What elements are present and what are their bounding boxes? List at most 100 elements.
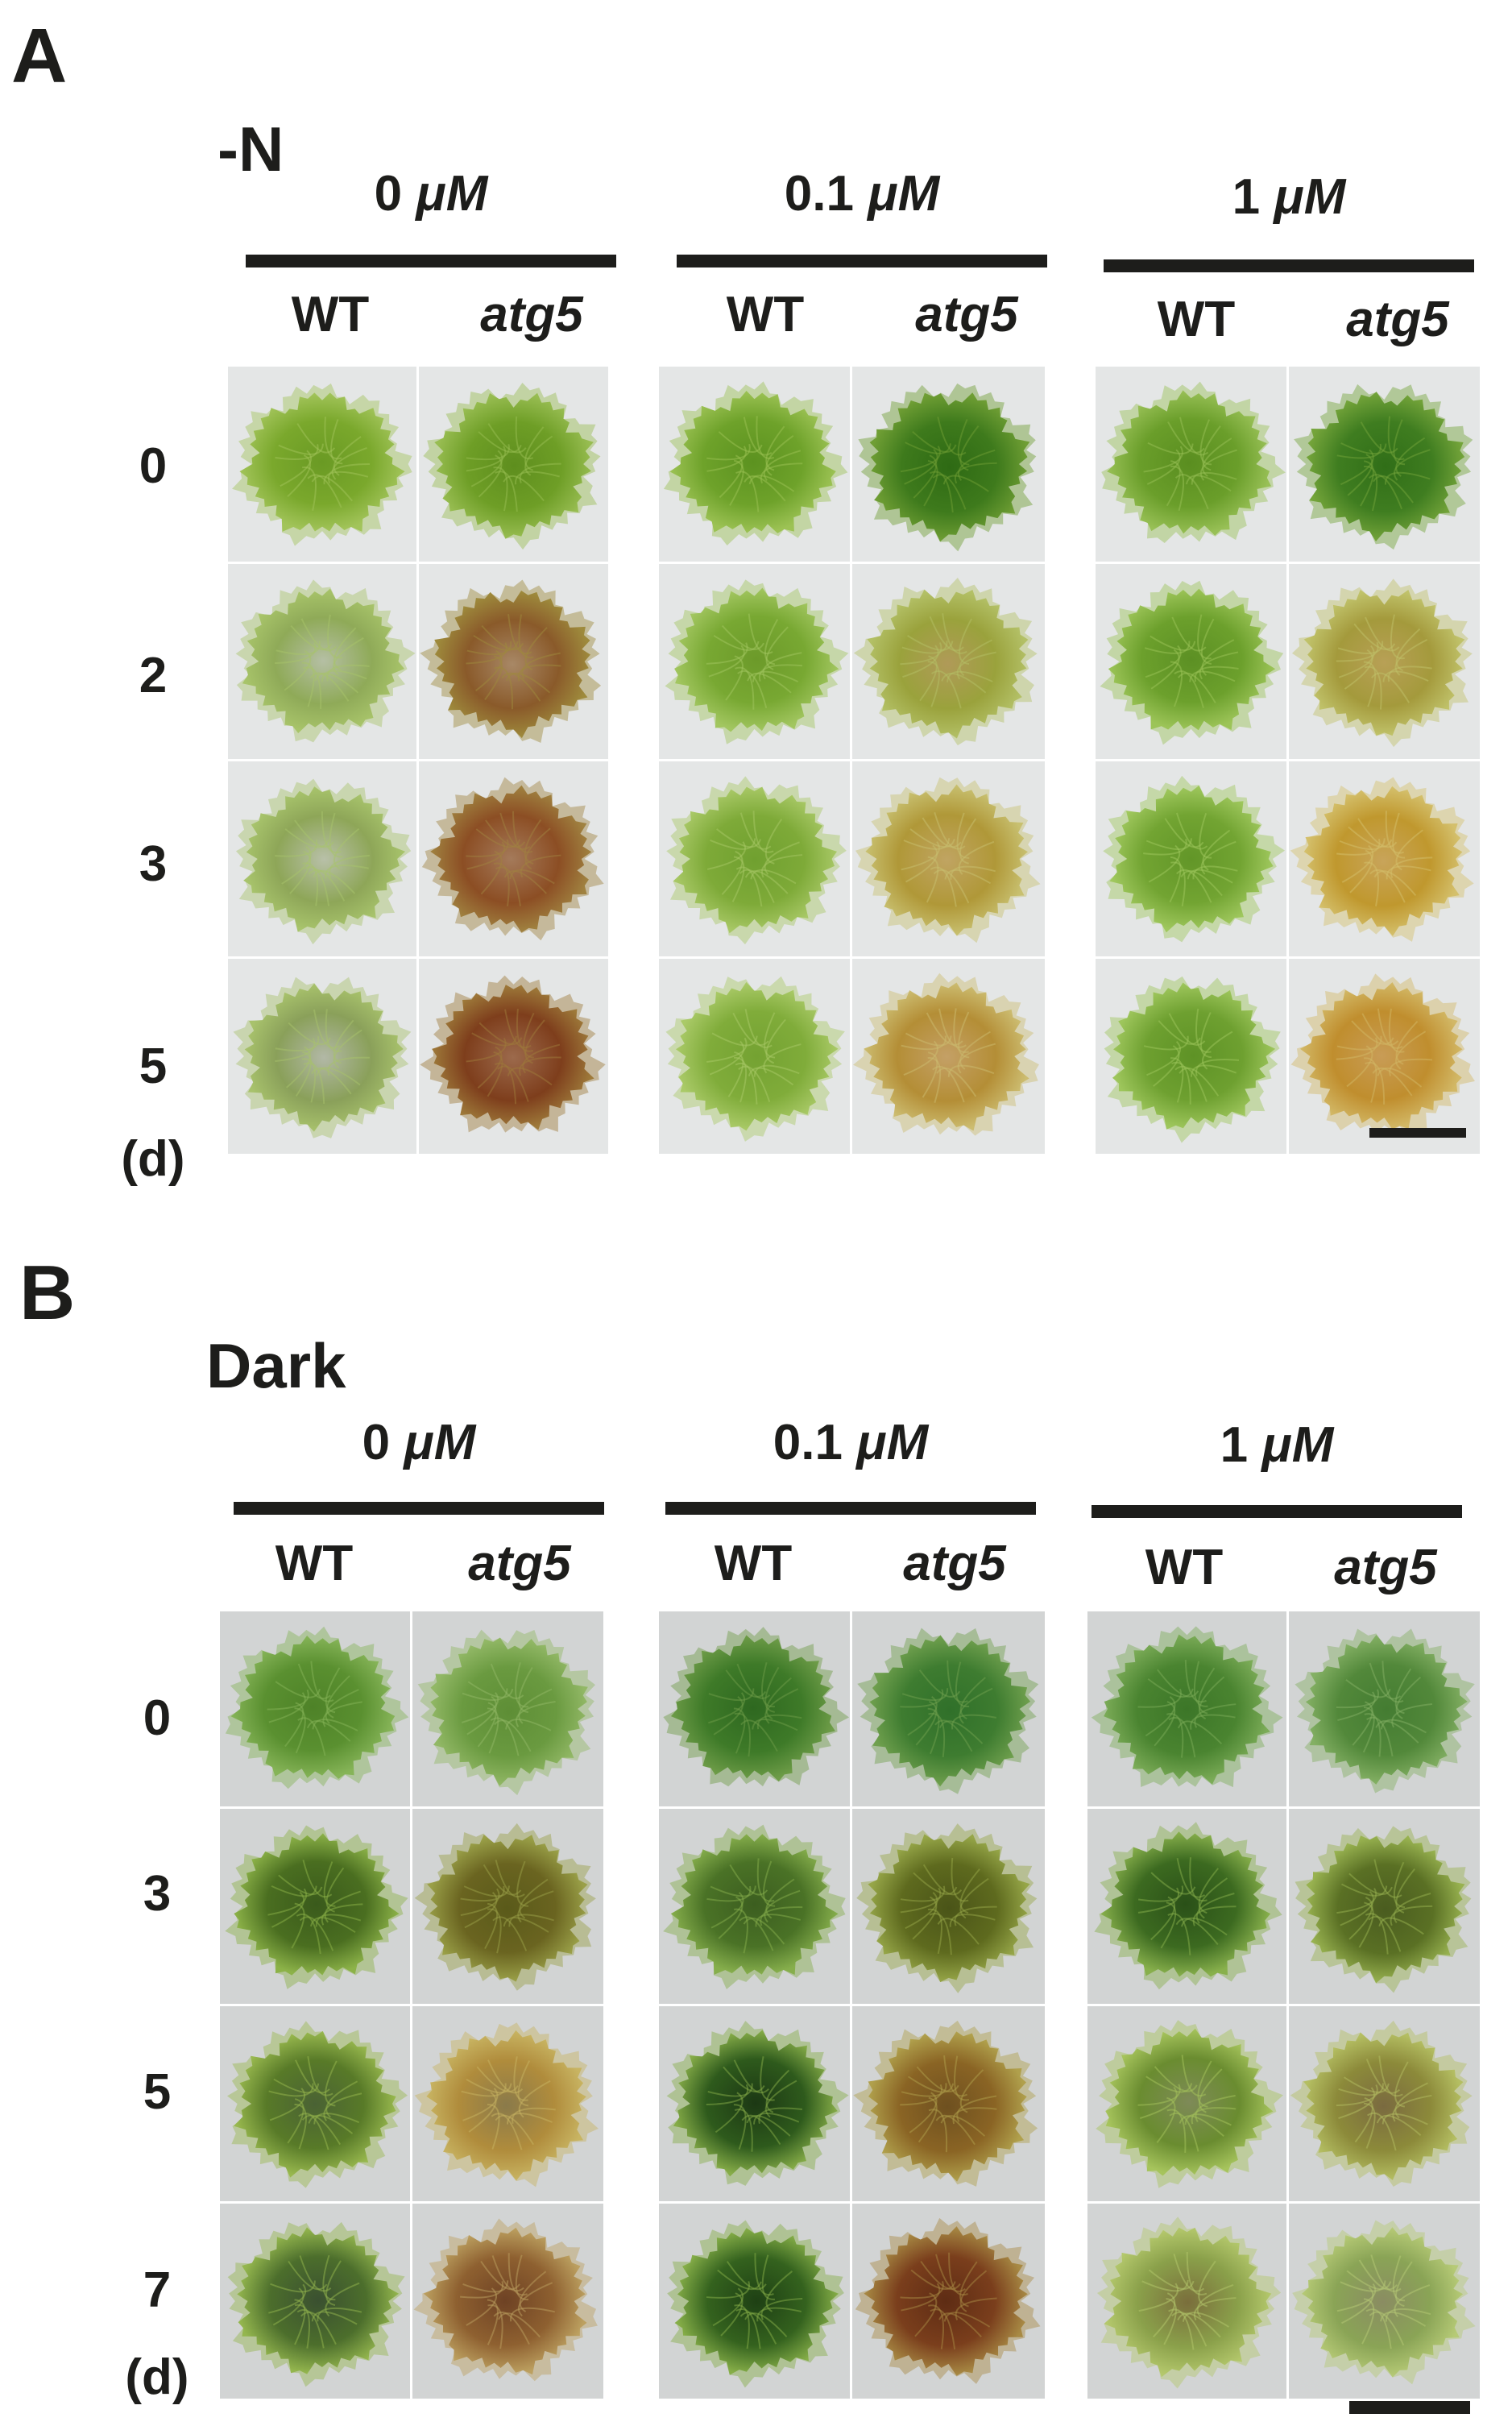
moss-texture — [748, 1067, 794, 1086]
moss-texture — [317, 2307, 362, 2322]
moss-colony — [674, 2228, 839, 2375]
moss-texture — [713, 634, 760, 651]
concentration-unit: μM — [856, 1415, 929, 1470]
moss-texture — [734, 1712, 751, 1757]
moss-texture — [481, 624, 524, 650]
moss-colony-image — [663, 1824, 846, 1990]
moss-texture — [294, 1707, 306, 1754]
moss-texture — [708, 1688, 755, 1702]
moss-texture — [311, 475, 353, 502]
moss-texture — [524, 827, 551, 870]
moss-colony-image — [1292, 2220, 1476, 2385]
moss-texture — [1171, 2311, 1208, 2347]
moss-texture — [1377, 1068, 1423, 1088]
moss-texture — [929, 616, 964, 652]
moss-texture — [464, 1891, 498, 1929]
moss-texture — [941, 673, 987, 694]
moss-texture — [1163, 2298, 1177, 2345]
moss-texture — [725, 1669, 767, 1698]
concentration-unit: μM — [1261, 1417, 1334, 1473]
moss-texture — [1338, 645, 1375, 678]
moss-colony — [869, 392, 1030, 542]
moss-texture — [1340, 442, 1387, 454]
moss-texture — [761, 1661, 775, 1708]
moss-texture — [903, 1040, 938, 1076]
moss-texture — [764, 1666, 780, 1713]
moss-texture — [913, 1872, 958, 1895]
moss-texture — [710, 1892, 744, 1929]
moss-texture — [495, 471, 518, 512]
moss-colony-photo — [1087, 1809, 1289, 2006]
moss-texture — [932, 474, 967, 510]
moss-texture — [1137, 1688, 1183, 1708]
moss-texture — [762, 1860, 776, 1907]
moss-texture — [712, 2287, 744, 2327]
moss-texture — [1154, 2066, 1198, 2092]
moss-texture — [308, 869, 346, 902]
moss-texture — [327, 1056, 370, 1076]
moss-texture — [905, 1032, 952, 1047]
moss-texture — [1177, 672, 1216, 703]
moss-colony-photo — [1289, 959, 1482, 1156]
moss-texture — [487, 2059, 524, 2094]
moss-texture — [302, 862, 319, 906]
moss-texture — [1145, 2076, 1193, 2093]
scale-bar — [1349, 2401, 1470, 2414]
moss-texture — [515, 1662, 529, 1708]
moss-texture — [329, 854, 370, 878]
moss-texture — [903, 838, 951, 850]
moss-texture — [1144, 641, 1191, 654]
moss-texture — [466, 2287, 497, 2326]
genotype-label: atg5 — [1334, 1540, 1437, 1595]
moss-texture — [758, 664, 803, 682]
moss-texture — [1368, 474, 1403, 510]
moss-texture — [1353, 623, 1396, 650]
moss-texture — [503, 1917, 549, 1933]
moss-colony-image — [1094, 1822, 1282, 1990]
moss-texture — [915, 1700, 938, 1746]
moss-texture — [1198, 1676, 1225, 1720]
moss-texture — [726, 2261, 767, 2291]
moss-texture — [1385, 811, 1405, 854]
concentration-label: 0 μM — [246, 169, 616, 219]
moss-texture — [1376, 2115, 1422, 2136]
moss-texture — [710, 838, 756, 850]
moss-texture — [308, 2114, 354, 2134]
moss-texture — [491, 2255, 524, 2292]
moss-texture — [313, 1009, 341, 1049]
moss-colony — [1299, 982, 1463, 1130]
moss-texture — [1382, 2113, 1428, 2125]
moss-colony-image — [1290, 777, 1474, 942]
moss-colony-photo — [419, 761, 611, 959]
moss-texture — [466, 839, 509, 857]
moss-texture — [734, 2304, 750, 2349]
moss-texture — [1395, 1020, 1419, 1065]
moss-texture — [937, 1918, 980, 1945]
moss-colony — [242, 588, 405, 733]
moss-texture — [926, 856, 939, 903]
moss-texture — [1171, 1061, 1191, 1105]
moss-texture — [733, 1707, 746, 1754]
moss-texture — [943, 2312, 991, 2328]
moss-texture — [1156, 2096, 1176, 2144]
moss-texture — [312, 1719, 358, 1731]
moss-texture — [1182, 2312, 1229, 2328]
moss-colony-image — [666, 776, 847, 945]
moss-texture — [1191, 471, 1237, 485]
moss-texture — [1145, 838, 1192, 850]
moss-texture — [1371, 672, 1411, 703]
moss-texture — [1141, 2279, 1189, 2292]
moss-texture — [1369, 1662, 1402, 1700]
moss-texture — [487, 1707, 499, 1754]
moss-texture — [1181, 1917, 1228, 1936]
moss-texture — [1339, 838, 1386, 851]
moss-texture — [901, 841, 940, 871]
moss-texture — [1362, 1706, 1375, 1753]
moss-colony — [868, 2031, 1027, 2182]
moss-texture — [278, 1874, 323, 1895]
moss-texture — [901, 641, 948, 654]
moss-texture — [900, 1885, 946, 1902]
moss-texture — [1390, 1905, 1433, 1926]
moss-texture — [1195, 1059, 1240, 1076]
moss-texture — [495, 2114, 535, 2146]
